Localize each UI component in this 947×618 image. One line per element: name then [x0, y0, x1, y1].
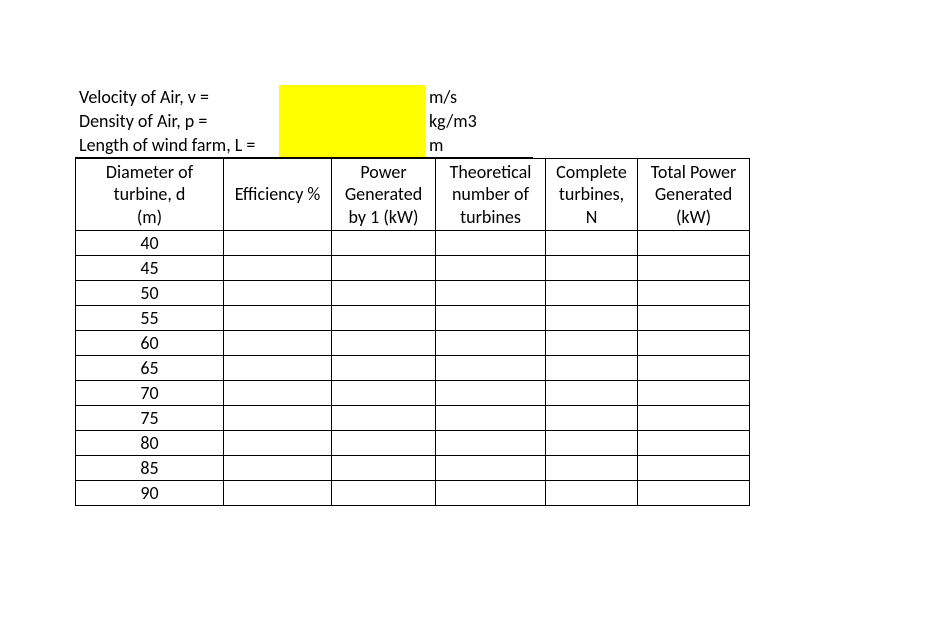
- table-row: 50: [76, 281, 750, 306]
- cell-value[interactable]: [224, 306, 332, 331]
- cell-value[interactable]: [436, 331, 546, 356]
- param-unit: m/s: [425, 85, 533, 109]
- param-row-velocity: Velocity of Air, v = m/s: [75, 85, 533, 109]
- col-header-diameter: Diameter of turbine, d(m): [76, 159, 224, 231]
- cell-value[interactable]: [546, 431, 638, 456]
- cell-value[interactable]: [332, 231, 436, 256]
- cell-diameter: 45: [76, 256, 224, 281]
- cell-value[interactable]: [436, 231, 546, 256]
- col-header-efficiency: Efficiency %: [224, 159, 332, 231]
- cell-value[interactable]: [546, 381, 638, 406]
- cell-value[interactable]: [332, 481, 436, 506]
- cell-value[interactable]: [638, 306, 750, 331]
- cell-value[interactable]: [638, 381, 750, 406]
- cell-value[interactable]: [224, 406, 332, 431]
- param-label: Density of Air, p =: [75, 109, 279, 133]
- col-header-power: PowerGeneratedby 1 (kW): [332, 159, 436, 231]
- cell-value[interactable]: [224, 356, 332, 381]
- cell-diameter: 70: [76, 381, 224, 406]
- cell-value[interactable]: [638, 481, 750, 506]
- cell-diameter: 65: [76, 356, 224, 381]
- cell-diameter: 60: [76, 331, 224, 356]
- param-input-velocity[interactable]: [279, 85, 425, 109]
- cell-value[interactable]: [546, 281, 638, 306]
- table-row: 40: [76, 231, 750, 256]
- cell-value[interactable]: [546, 356, 638, 381]
- cell-value[interactable]: [436, 381, 546, 406]
- param-input-density[interactable]: [279, 109, 425, 133]
- table-row: 55: [76, 306, 750, 331]
- cell-value[interactable]: [436, 356, 546, 381]
- cell-value[interactable]: [224, 381, 332, 406]
- cell-value[interactable]: [436, 306, 546, 331]
- table-body: 4045505560657075808590: [76, 231, 750, 506]
- cell-value[interactable]: [224, 456, 332, 481]
- table-row: 70: [76, 381, 750, 406]
- cell-diameter: 75: [76, 406, 224, 431]
- cell-value[interactable]: [436, 456, 546, 481]
- cell-value[interactable]: [546, 306, 638, 331]
- cell-value[interactable]: [546, 231, 638, 256]
- cell-value[interactable]: [638, 281, 750, 306]
- cell-value[interactable]: [546, 481, 638, 506]
- cell-value[interactable]: [436, 406, 546, 431]
- cell-value[interactable]: [638, 406, 750, 431]
- data-table: Diameter of turbine, d(m) Efficiency % P…: [75, 158, 750, 506]
- cell-value[interactable]: [332, 456, 436, 481]
- table-row: 80: [76, 431, 750, 456]
- table-row: 60: [76, 331, 750, 356]
- cell-diameter: 80: [76, 431, 224, 456]
- cell-value[interactable]: [332, 356, 436, 381]
- cell-value[interactable]: [546, 256, 638, 281]
- parameter-table: Velocity of Air, v = m/s Density of Air,…: [75, 85, 533, 158]
- param-unit: m: [425, 133, 533, 158]
- param-input-length[interactable]: [279, 133, 425, 158]
- table-row: 65: [76, 356, 750, 381]
- cell-value[interactable]: [436, 281, 546, 306]
- cell-value[interactable]: [638, 331, 750, 356]
- cell-value[interactable]: [638, 231, 750, 256]
- param-row-length: Length of wind farm, L = m: [75, 133, 533, 158]
- cell-value[interactable]: [332, 331, 436, 356]
- cell-value[interactable]: [546, 331, 638, 356]
- cell-value[interactable]: [332, 431, 436, 456]
- cell-value[interactable]: [224, 431, 332, 456]
- cell-value[interactable]: [224, 281, 332, 306]
- cell-value[interactable]: [436, 481, 546, 506]
- cell-value[interactable]: [332, 256, 436, 281]
- table-header-row: Diameter of turbine, d(m) Efficiency % P…: [76, 159, 750, 231]
- table-row: 75: [76, 406, 750, 431]
- cell-value[interactable]: [224, 331, 332, 356]
- cell-value[interactable]: [638, 456, 750, 481]
- param-label: Velocity of Air, v =: [75, 85, 279, 109]
- cell-value[interactable]: [332, 281, 436, 306]
- cell-value[interactable]: [638, 256, 750, 281]
- cell-value[interactable]: [224, 256, 332, 281]
- cell-diameter: 90: [76, 481, 224, 506]
- cell-diameter: 50: [76, 281, 224, 306]
- cell-value[interactable]: [436, 431, 546, 456]
- cell-value[interactable]: [224, 231, 332, 256]
- cell-value[interactable]: [638, 356, 750, 381]
- cell-diameter: 40: [76, 231, 224, 256]
- col-header-complete: Completeturbines,N: [546, 159, 638, 231]
- col-header-total: Total PowerGenerated(kW): [638, 159, 750, 231]
- cell-value[interactable]: [638, 431, 750, 456]
- cell-value[interactable]: [224, 481, 332, 506]
- param-label: Length of wind farm, L =: [75, 133, 279, 158]
- cell-value[interactable]: [332, 406, 436, 431]
- param-unit: kg/m3: [425, 109, 533, 133]
- cell-value[interactable]: [546, 456, 638, 481]
- param-row-density: Density of Air, p = kg/m3: [75, 109, 533, 133]
- cell-value[interactable]: [436, 256, 546, 281]
- table-row: 90: [76, 481, 750, 506]
- table-row: 45: [76, 256, 750, 281]
- cell-value[interactable]: [332, 306, 436, 331]
- cell-value[interactable]: [546, 406, 638, 431]
- table-row: 85: [76, 456, 750, 481]
- cell-diameter: 85: [76, 456, 224, 481]
- cell-value[interactable]: [332, 381, 436, 406]
- cell-diameter: 55: [76, 306, 224, 331]
- col-header-theoretical: Theoreticalnumber ofturbines: [436, 159, 546, 231]
